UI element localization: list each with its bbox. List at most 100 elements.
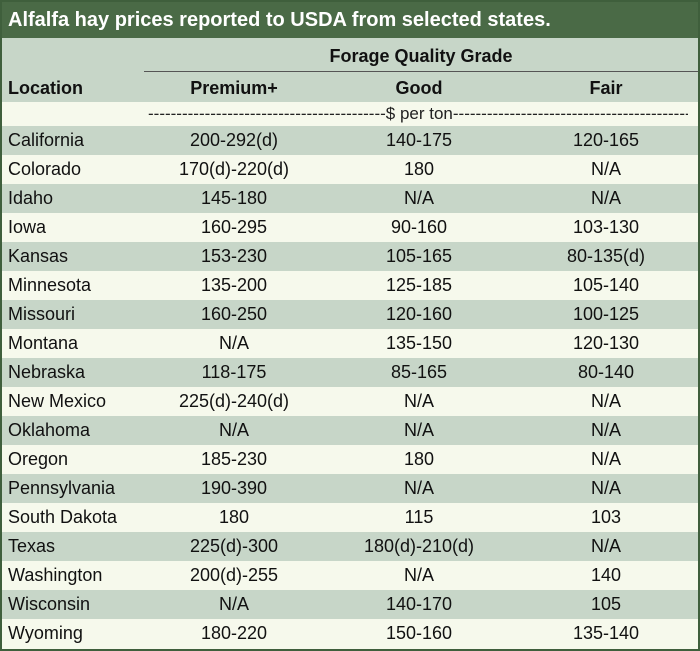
location-cell: Wyoming bbox=[8, 623, 83, 643]
location-column-header: Location bbox=[8, 78, 83, 98]
premium-cell: 160-250 bbox=[200, 304, 268, 324]
table-row: Pennsylvania 190-390 N/A N/A bbox=[2, 474, 698, 503]
table-row: Montana N/A 135-150 120-130 bbox=[2, 329, 698, 358]
fair-cell: 80-135(d) bbox=[566, 246, 646, 266]
good-cell: N/A bbox=[403, 188, 434, 208]
premium-cell: N/A bbox=[218, 333, 249, 353]
table-row: Oregon 185-230 180 N/A bbox=[2, 445, 698, 474]
good-cell: N/A bbox=[403, 565, 434, 585]
table-row: South Dakota 180 115 103 bbox=[2, 503, 698, 532]
table-row: New Mexico 225(d)-240(d) N/A N/A bbox=[2, 387, 698, 416]
good-cell: 125-185 bbox=[385, 275, 453, 295]
location-cell: Colorado bbox=[8, 159, 82, 179]
premium-cell: 170(d)-220(d) bbox=[178, 159, 290, 179]
fair-cell: 120-165 bbox=[572, 130, 640, 150]
fair-cell: 105 bbox=[590, 594, 622, 614]
fair-cell: 100-125 bbox=[572, 304, 640, 324]
table-row: California 200-292(d) 140-175 120-165 bbox=[2, 126, 698, 155]
units-label: ----------------------------------------… bbox=[148, 104, 688, 123]
location-cell: Texas bbox=[8, 536, 56, 556]
good-cell: 180 bbox=[403, 449, 435, 469]
location-cell: Kansas bbox=[8, 246, 69, 266]
table-row: Washington 200(d)-255 N/A 140 bbox=[2, 561, 698, 590]
fair-cell: N/A bbox=[590, 391, 621, 411]
table-title: Alfalfa hay prices reported to USDA from… bbox=[2, 2, 698, 38]
location-cell: Missouri bbox=[8, 304, 76, 324]
good-cell: 115 bbox=[404, 507, 434, 527]
premium-cell: 160-295 bbox=[200, 217, 268, 237]
premium-cell: 225(d)-240(d) bbox=[178, 391, 290, 411]
fair-cell: 103 bbox=[590, 507, 622, 527]
location-cell: Oregon bbox=[8, 449, 69, 469]
premium-cell: 225(d)-300 bbox=[189, 536, 279, 556]
premium-cell: 185-230 bbox=[200, 449, 268, 469]
good-cell: 135-150 bbox=[385, 333, 453, 353]
good-cell: 180(d)-210(d) bbox=[363, 536, 475, 556]
location-cell: Oklahoma bbox=[8, 420, 91, 440]
table-row: Missouri 160-250 120-160 100-125 bbox=[2, 300, 698, 329]
premium-cell: 153-230 bbox=[200, 246, 268, 266]
good-cell: N/A bbox=[403, 478, 434, 498]
table-row: Oklahoma N/A N/A N/A bbox=[2, 416, 698, 445]
good-cell: N/A bbox=[403, 391, 434, 411]
premium-cell: 180-220 bbox=[200, 623, 268, 643]
table-row: Minnesota 135-200 125-185 105-140 bbox=[2, 271, 698, 300]
premium-cell: 190-390 bbox=[200, 478, 268, 498]
premium-cell: 200(d)-255 bbox=[189, 565, 279, 585]
table-row: Wisconsin N/A 140-170 105 bbox=[2, 590, 698, 619]
table-row: Idaho 145-180 N/A N/A bbox=[2, 184, 698, 213]
location-cell: Washington bbox=[8, 565, 103, 585]
premium-cell: 135-200 bbox=[200, 275, 268, 295]
good-cell: 180 bbox=[403, 159, 435, 179]
location-cell: Minnesota bbox=[8, 275, 92, 295]
table-row: Kansas 153-230 105-165 80-135(d) bbox=[2, 242, 698, 271]
good-cell: 120-160 bbox=[385, 304, 453, 324]
fair-cell: 80-140 bbox=[577, 362, 635, 382]
location-cell: Wisconsin bbox=[8, 594, 91, 614]
location-cell: Montana bbox=[8, 333, 79, 353]
fair-cell: N/A bbox=[590, 478, 621, 498]
good-cell: N/A bbox=[403, 420, 434, 440]
location-cell: Idaho bbox=[8, 188, 54, 208]
location-cell: New Mexico bbox=[8, 391, 107, 411]
premium-cell: N/A bbox=[218, 420, 249, 440]
fair-cell: 103-130 bbox=[572, 217, 640, 237]
premium-cell: 180 bbox=[218, 507, 250, 527]
premium-column-header: Premium+ bbox=[190, 78, 278, 98]
good-cell: 105-165 bbox=[385, 246, 453, 266]
location-cell: Nebraska bbox=[8, 362, 86, 382]
fair-column-header: Fair bbox=[589, 78, 623, 98]
fair-cell: 140 bbox=[590, 565, 622, 585]
fair-cell: N/A bbox=[590, 159, 621, 179]
premium-cell: 200-292(d) bbox=[189, 130, 279, 150]
table-header: Forage Quality Grade Location Premium+ G… bbox=[2, 38, 698, 102]
good-cell: 150-160 bbox=[385, 623, 453, 643]
grade-divider bbox=[144, 71, 698, 72]
fair-cell: N/A bbox=[590, 420, 621, 440]
fair-cell: N/A bbox=[590, 449, 621, 469]
location-cell: Pennsylvania bbox=[8, 478, 116, 498]
table-row: Nebraska 118-175 85-165 80-140 bbox=[2, 358, 698, 387]
premium-cell: 118-175 bbox=[201, 362, 267, 382]
good-cell: 140-170 bbox=[385, 594, 453, 614]
fair-cell: 120-130 bbox=[572, 333, 640, 353]
premium-cell: 145-180 bbox=[200, 188, 268, 208]
fair-cell: N/A bbox=[590, 188, 621, 208]
forage-quality-grade-label: Forage Quality Grade bbox=[329, 46, 513, 66]
location-cell: California bbox=[8, 130, 85, 150]
table-row: Wyoming 180-220 150-160 135-140 bbox=[2, 619, 698, 648]
table-row: Colorado 170(d)-220(d) 180 N/A bbox=[2, 155, 698, 184]
fair-cell: 135-140 bbox=[572, 623, 640, 643]
table-row: Texas 225(d)-300 180(d)-210(d) N/A bbox=[2, 532, 698, 561]
table-body: California 200-292(d) 140-175 120-165 Colora… bbox=[2, 126, 698, 648]
units-row: ----------------------------------------… bbox=[2, 102, 698, 126]
location-cell: South Dakota bbox=[8, 507, 118, 527]
good-cell: 85-165 bbox=[390, 362, 448, 382]
fair-cell: 105-140 bbox=[572, 275, 640, 295]
good-column-header: Good bbox=[395, 78, 443, 98]
premium-cell: N/A bbox=[218, 594, 249, 614]
location-cell: Iowa bbox=[8, 217, 47, 237]
good-cell: 90-160 bbox=[390, 217, 448, 237]
fair-cell: N/A bbox=[590, 536, 621, 556]
